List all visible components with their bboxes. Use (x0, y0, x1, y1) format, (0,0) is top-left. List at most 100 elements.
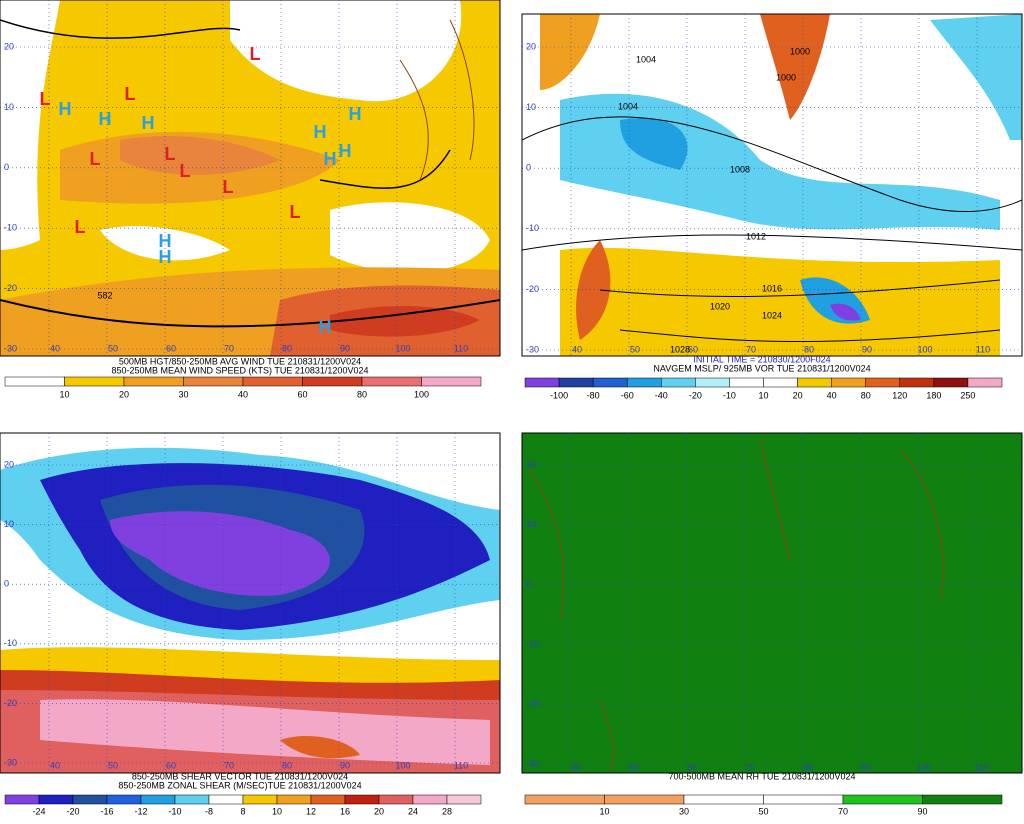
lon-label: 90 (340, 760, 350, 770)
colorbar-label: -20 (66, 806, 79, 816)
lon-label: 70 (745, 762, 755, 772)
colorbar-swatch (842, 794, 923, 805)
colorbar-label: 30 (178, 389, 188, 399)
colorbar-label: 12 (306, 806, 316, 816)
colorbar-swatch (378, 794, 414, 805)
pressure-center: L (250, 44, 261, 64)
colorbar-label: 20 (374, 806, 384, 816)
contour-label: 582 (97, 290, 112, 300)
colorbar-swatch (683, 794, 764, 805)
pressure-center: H (99, 109, 112, 129)
colorbar-swatch (4, 376, 65, 387)
contour-label: 1000 (790, 46, 810, 56)
lon-label: 40 (50, 343, 60, 353)
lat-label: 0 (526, 579, 531, 589)
contour-label: 1004 (618, 101, 638, 111)
lon-label: 80 (282, 343, 292, 353)
colorbar-swatch (310, 794, 346, 805)
pressure-center: H (314, 122, 327, 142)
colorbar-swatch (592, 377, 628, 388)
lon-label: 60 (166, 760, 176, 770)
lat-label: 20 (526, 459, 536, 469)
colorbar-swatch (797, 377, 832, 388)
lon-label: 60 (687, 762, 697, 772)
colorbar-label: -100 (550, 390, 568, 400)
colorbar-label: 30 (679, 806, 689, 816)
lon-label: 50 (629, 762, 639, 772)
pressure-center: L (90, 149, 101, 169)
colorbar-swatch (558, 377, 594, 388)
colorbar-label: 20 (119, 389, 129, 399)
colorbar-label: 40 (238, 389, 248, 399)
lon-label: 100 (395, 343, 410, 353)
colorbar-label: 40 (827, 390, 837, 400)
lon-label: 90 (340, 343, 350, 353)
lat-label: -30 (4, 343, 17, 353)
colorbar-label: 10 (599, 806, 609, 816)
lon-label: 70 (746, 344, 756, 354)
colorbar-swatch (446, 794, 482, 805)
colorbar-swatch (361, 376, 422, 387)
colorbar-swatch (524, 377, 560, 388)
colorbar-label: -60 (621, 390, 634, 400)
contour-label: 1016 (762, 283, 782, 293)
lat-label: -30 (526, 758, 539, 768)
lon-label: 50 (108, 343, 118, 353)
colorbar-label: 120 (892, 390, 907, 400)
contour-label: 1008 (730, 164, 750, 174)
colorbar-swatch (695, 377, 730, 388)
pressure-center: L (75, 217, 86, 237)
colorbar-label: 70 (838, 806, 848, 816)
lat-label: -10 (526, 639, 539, 649)
colorbar-swatch (763, 794, 844, 805)
lon-label: 40 (572, 344, 582, 354)
lon-label: 70 (224, 343, 234, 353)
lon-label: 60 (688, 344, 698, 354)
colorbar-label: 10 (59, 389, 69, 399)
pressure-center: H (319, 317, 332, 337)
colorbar-swatch (763, 377, 798, 388)
colorbar-label: 180 (926, 390, 941, 400)
pressure-center: L (290, 202, 301, 222)
lon-label: 70 (224, 760, 234, 770)
colorbar-label: -24 (32, 806, 45, 816)
colorbar-swatch (933, 377, 969, 388)
lat-label: -10 (526, 223, 539, 233)
wind-map (0, 0, 500, 356)
colorbar-swatch (412, 794, 448, 805)
colorbar-swatch (183, 376, 244, 387)
lon-label: 90 (862, 344, 872, 354)
pressure-center: L (223, 177, 234, 197)
pressure-center: H (349, 104, 362, 124)
pressure-center: L (40, 89, 51, 109)
colorbar-swatch (242, 794, 278, 805)
colorbar-swatch (604, 794, 685, 805)
colorbar-swatch (4, 794, 40, 805)
colorbar-label: 50 (758, 806, 768, 816)
colorbar-swatch (661, 377, 696, 388)
colorbar-label: 80 (861, 390, 871, 400)
colorbar-label: 250 (960, 390, 975, 400)
lat-label: -20 (4, 698, 17, 708)
lon-label: 100 (395, 760, 410, 770)
colorbar-swatch (831, 377, 866, 388)
lat-label: -20 (4, 283, 17, 293)
pressure-center: H (59, 99, 72, 119)
colorbar-label: -80 (587, 390, 600, 400)
colorbar-swatch (922, 794, 1003, 805)
lon-label: 40 (50, 760, 60, 770)
lat-label: -10 (4, 638, 17, 648)
colorbar-swatch (38, 794, 74, 805)
shear-map (0, 433, 500, 773)
lat-label: 0 (4, 162, 9, 172)
rh-map (522, 433, 1022, 773)
lon-label: 110 (454, 343, 468, 353)
colorbar-swatch (302, 376, 363, 387)
colorbar-swatch (72, 794, 108, 805)
lat-label: 20 (4, 459, 14, 469)
lon-label: 60 (166, 343, 176, 353)
lat-label: -10 (4, 223, 17, 233)
lat-label: 10 (4, 519, 14, 529)
map-frame (521, 432, 1023, 774)
